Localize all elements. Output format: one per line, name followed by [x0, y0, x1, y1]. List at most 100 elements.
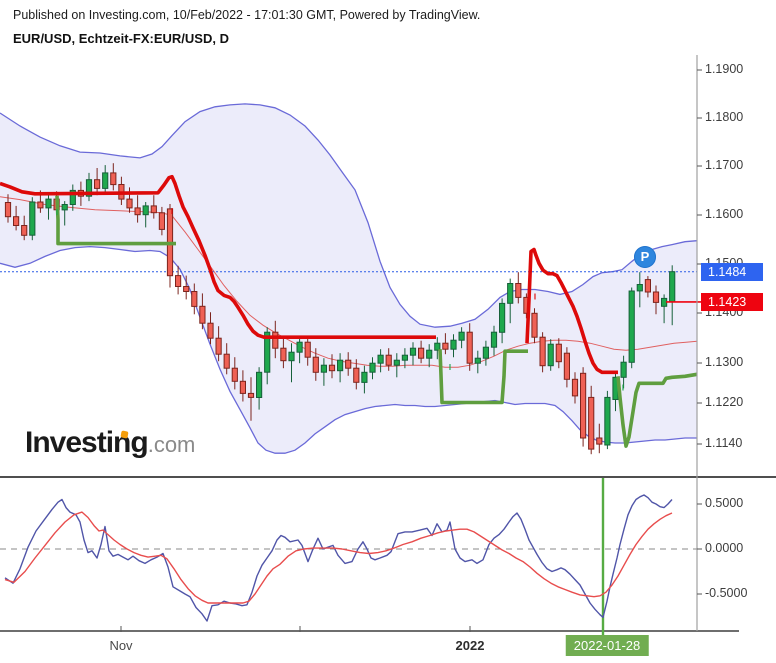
candle-body — [183, 286, 190, 292]
candle-body — [588, 396, 595, 450]
candle-body — [596, 437, 603, 445]
candle-body — [223, 353, 230, 369]
current-price-value: 1.1423 — [708, 295, 747, 309]
candle-body — [490, 331, 498, 348]
axis-tick-label: 1.1800 — [705, 110, 744, 124]
candle-body — [69, 189, 76, 205]
candle-body — [369, 362, 376, 373]
publication-pin-letter: P — [640, 249, 650, 264]
axis-tick-label: 1.1300 — [705, 355, 744, 369]
candle-body — [661, 297, 668, 307]
candle-body — [571, 378, 579, 397]
axis-tick-label: -0.5000 — [705, 586, 748, 600]
candle-body — [466, 331, 473, 364]
oscillator-signal-line — [4, 511, 673, 604]
candle-body — [515, 283, 522, 298]
candle-body — [102, 172, 109, 189]
time-axis-label: Nov — [109, 638, 133, 653]
candle-body — [320, 364, 327, 373]
candle-body — [361, 371, 368, 383]
last-price-badge: 1.1484 — [701, 263, 763, 281]
trade-marker-buy: I — [622, 383, 624, 392]
stop-line-red — [525, 247, 618, 375]
candle-body — [215, 337, 222, 355]
candle-body — [45, 198, 52, 209]
candle-body — [61, 204, 68, 211]
oscillator-fast-line — [4, 494, 673, 622]
candle-body — [353, 367, 360, 383]
trade-marker-sell: I — [171, 207, 173, 216]
candle-body — [393, 359, 400, 366]
event-date-text: 2022-01-28 — [573, 638, 641, 653]
candle-body — [94, 179, 101, 189]
candle-body — [474, 357, 481, 364]
stop-line-green — [616, 372, 698, 448]
investing-watermark: Investing.com — [25, 426, 195, 460]
candle-body — [580, 372, 587, 439]
candle-body — [507, 283, 514, 304]
candle-body — [272, 331, 279, 349]
candle-body — [401, 354, 408, 361]
trade-marker-buy: I — [56, 208, 58, 217]
candle-body — [499, 302, 506, 333]
watermark-orange-dot-icon — [120, 430, 129, 439]
candle-body — [85, 179, 93, 197]
candle-body — [142, 205, 149, 216]
candle-body — [110, 172, 117, 186]
stop-line-green — [438, 349, 528, 405]
candle-body — [345, 359, 352, 369]
candle-body — [231, 367, 238, 382]
last-price-value: 1.1484 — [708, 265, 747, 279]
candle-body — [4, 202, 12, 218]
candle-body — [385, 354, 392, 366]
published-info-line: Published on Investing.com, 10/Feb/2022 … — [13, 8, 481, 22]
candle-body — [547, 343, 554, 367]
candle-body — [150, 205, 157, 214]
candle-body — [636, 284, 643, 292]
candle-body — [434, 342, 441, 351]
candle-body — [442, 342, 449, 350]
axis-tick-label: 0.5000 — [705, 496, 744, 510]
candle-body — [450, 339, 457, 350]
candle-body — [175, 275, 182, 288]
candle-body — [29, 201, 36, 236]
candle-body — [126, 198, 133, 209]
candle-body — [604, 396, 611, 446]
publication-pin-marker[interactable]: P — [634, 246, 656, 268]
candle-body — [628, 290, 635, 363]
watermark-brand-text: Investing — [25, 426, 149, 459]
candle-body — [264, 331, 271, 373]
candle-body — [328, 364, 336, 372]
axis-tick-label: 1.1600 — [705, 207, 744, 221]
candle-body — [256, 371, 263, 398]
candle-body — [458, 331, 465, 341]
axis-tick-label: 1.1700 — [705, 158, 744, 172]
candle-body — [652, 291, 660, 303]
candle-body — [337, 359, 344, 372]
candle-body — [426, 349, 433, 359]
current-price-badge: 1.1423 — [701, 293, 763, 311]
candle-body — [21, 225, 28, 236]
axis-tick-label: 1.1220 — [705, 395, 744, 409]
axis-tick-label: 0.0000 — [705, 541, 744, 555]
candle-body — [280, 347, 287, 362]
candle-body — [563, 352, 570, 380]
candle-body — [239, 380, 247, 394]
candle-body — [304, 341, 311, 358]
axis-tick-label: 1.1900 — [705, 62, 744, 76]
candle-body — [377, 354, 384, 364]
candle-body — [296, 341, 303, 353]
candle-body — [482, 346, 489, 359]
candle-body — [37, 201, 44, 209]
bollinger-mid-line — [0, 196, 698, 368]
candle-body — [288, 351, 295, 362]
candle-body — [191, 291, 198, 307]
candle-body — [539, 336, 546, 367]
axis-tick-label: 1.1140 — [705, 436, 743, 450]
time-axis-label: 2022 — [455, 638, 485, 653]
candle-body — [13, 216, 20, 226]
candle-body — [199, 305, 206, 324]
candle-body — [418, 347, 425, 359]
